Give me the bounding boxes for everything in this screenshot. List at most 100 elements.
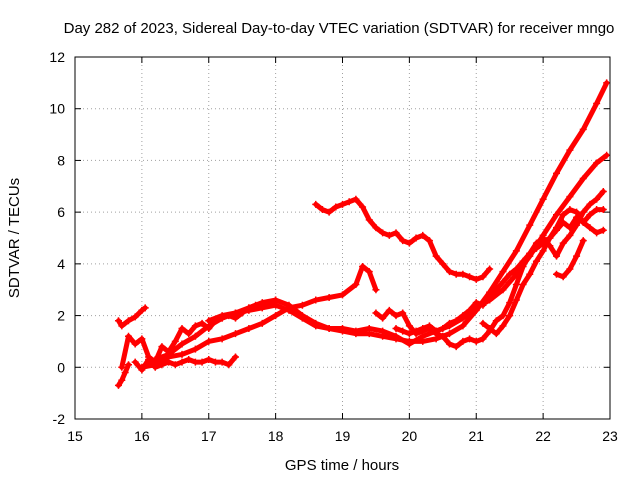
y-tick-label: 6 [57, 204, 65, 220]
data-point [405, 322, 413, 330]
data-point [218, 335, 226, 343]
data-point [599, 187, 607, 195]
data-point [232, 353, 239, 361]
series-trace-8 [312, 195, 494, 283]
data-point [412, 327, 420, 335]
data-point [506, 299, 514, 307]
series-trace-12 [553, 237, 587, 281]
data-point [519, 281, 527, 289]
data-point [439, 325, 447, 332]
data-point [586, 200, 594, 208]
y-tick-label: 8 [57, 152, 65, 168]
data-point [579, 125, 587, 133]
data-point [546, 234, 554, 242]
x-tick-label: 16 [134, 428, 150, 444]
data-point [425, 237, 433, 245]
data-point [459, 337, 467, 345]
data-point [499, 268, 507, 276]
data-point [171, 361, 179, 369]
data-point [573, 252, 581, 260]
data-point [466, 335, 474, 343]
data-point [446, 319, 453, 327]
data-point [553, 211, 560, 219]
data-point [258, 304, 266, 312]
data-point [499, 322, 507, 330]
data-point [446, 268, 453, 276]
data-point [512, 296, 520, 304]
data-point [365, 268, 373, 276]
data-point [559, 239, 567, 247]
data-point [439, 332, 447, 340]
series-trace-1 [114, 361, 132, 389]
data-point [225, 361, 233, 369]
data-point [599, 206, 607, 214]
data-point [499, 286, 507, 294]
data-point [392, 229, 400, 237]
data-point [526, 221, 534, 229]
data-point [599, 226, 607, 234]
data-point [506, 312, 514, 320]
data-point [432, 327, 440, 335]
data-point [232, 330, 239, 338]
y-tick-label: 4 [57, 256, 65, 272]
data-point [158, 343, 166, 351]
data-point [258, 319, 266, 327]
data-point [479, 319, 487, 327]
series-trace [116, 362, 131, 388]
data-point [566, 193, 574, 201]
y-tick-label: 12 [49, 49, 65, 65]
data-point [339, 200, 346, 208]
data-point [365, 216, 373, 224]
data-point [425, 322, 433, 330]
data-point [339, 325, 346, 332]
data-point [499, 278, 507, 286]
data-point [141, 304, 149, 312]
data-point [579, 175, 587, 183]
series-trace [393, 207, 606, 337]
data-point [205, 356, 213, 364]
data-point [603, 79, 611, 87]
data-point [419, 231, 427, 239]
chart-title: Day 282 of 2023, Sidereal Day-to-day VTE… [64, 20, 615, 37]
x-tick-label: 20 [402, 428, 418, 444]
data-point [198, 319, 206, 327]
x-tick-label: 19 [335, 428, 351, 444]
x-tick-label: 21 [468, 428, 484, 444]
data-point [573, 208, 581, 216]
data-point [165, 350, 173, 358]
data-point [121, 368, 129, 376]
data-point [492, 330, 500, 338]
data-point [205, 337, 213, 345]
data-point [446, 330, 453, 338]
data-point [178, 358, 186, 366]
data-point [118, 363, 126, 371]
data-point [339, 291, 346, 299]
data-point [359, 203, 367, 211]
data-point [526, 250, 534, 258]
data-point [553, 252, 560, 260]
x-tick-label: 17 [201, 428, 217, 444]
data-point [399, 309, 407, 317]
series-trace-11 [479, 206, 607, 338]
data-point [191, 358, 199, 366]
data-point [372, 286, 380, 294]
data-point [566, 265, 574, 273]
data-point [392, 312, 400, 320]
data-point [506, 270, 514, 278]
data-point [593, 206, 601, 214]
data-point [466, 273, 474, 281]
data-point [579, 208, 587, 216]
data-point [298, 314, 306, 322]
data-point [603, 151, 611, 159]
data-point [459, 322, 467, 330]
data-point [499, 312, 507, 320]
data-point [586, 224, 594, 232]
data-point [272, 312, 280, 320]
data-point [285, 306, 293, 314]
data-point [372, 309, 380, 317]
data-point [459, 312, 467, 320]
data-point [459, 270, 467, 278]
data-point [118, 376, 126, 384]
x-tick-label: 22 [535, 428, 551, 444]
data-point [178, 325, 186, 332]
